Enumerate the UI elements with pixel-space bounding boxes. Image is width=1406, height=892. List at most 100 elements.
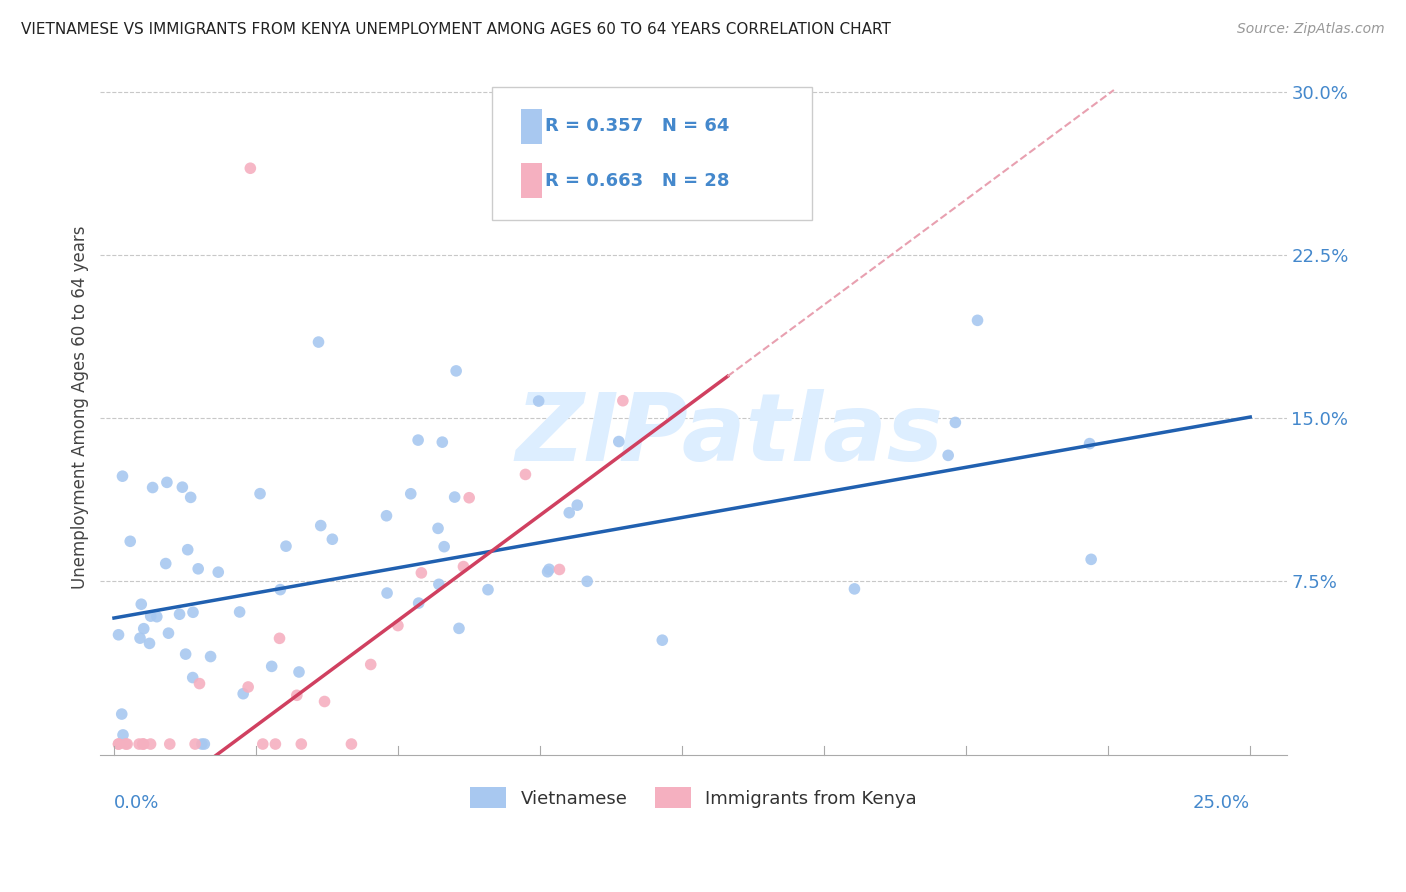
- Text: Source: ZipAtlas.com: Source: ZipAtlas.com: [1237, 22, 1385, 37]
- Point: [132, 737, 155, 751]
- Point: [169, 607, 191, 622]
- Point: [184, 737, 207, 751]
- Point: [432, 435, 454, 450]
- Point: [181, 671, 204, 685]
- Point: [159, 737, 181, 751]
- Text: 0.0%: 0.0%: [114, 794, 159, 812]
- Text: ZIPatlas: ZIPatlas: [515, 389, 943, 481]
- Point: [1080, 552, 1102, 566]
- Point: [567, 498, 589, 512]
- Point: [138, 636, 160, 650]
- Point: [443, 490, 465, 504]
- Point: [360, 657, 382, 672]
- Point: [375, 586, 398, 600]
- Point: [193, 737, 215, 751]
- Point: [155, 557, 177, 571]
- Point: [433, 540, 456, 554]
- Point: [314, 694, 336, 708]
- Point: [146, 609, 169, 624]
- Point: [128, 737, 150, 751]
- Point: [607, 434, 630, 449]
- Point: [181, 605, 204, 619]
- Point: [264, 737, 287, 751]
- Point: [527, 394, 550, 409]
- Point: [157, 626, 180, 640]
- Point: [453, 559, 475, 574]
- Legend: Vietnamese, Immigrants from Kenya: Vietnamese, Immigrants from Kenya: [463, 780, 924, 815]
- Point: [427, 577, 450, 591]
- Point: [290, 737, 312, 751]
- Point: [651, 633, 673, 648]
- Point: [111, 728, 134, 742]
- Point: [458, 491, 481, 505]
- Bar: [522, 109, 543, 144]
- Point: [115, 737, 138, 751]
- Point: [321, 533, 343, 547]
- Point: [274, 539, 297, 553]
- Point: [129, 631, 152, 645]
- Point: [172, 480, 194, 494]
- Point: [180, 491, 202, 505]
- Point: [132, 622, 155, 636]
- Point: [236, 680, 259, 694]
- Point: [548, 562, 571, 576]
- Point: [576, 574, 599, 589]
- Point: [129, 597, 152, 611]
- FancyBboxPatch shape: [492, 87, 813, 219]
- Point: [269, 632, 291, 646]
- Point: [120, 534, 142, 549]
- Point: [444, 364, 467, 378]
- Point: [558, 506, 581, 520]
- Point: [142, 481, 165, 495]
- Point: [427, 521, 450, 535]
- Point: [132, 737, 155, 751]
- Point: [1078, 436, 1101, 450]
- Point: [340, 737, 363, 751]
- Point: [107, 737, 129, 751]
- Text: 25.0%: 25.0%: [1194, 794, 1250, 812]
- Point: [966, 313, 988, 327]
- Point: [187, 562, 209, 576]
- Y-axis label: Unemployment Among Ages 60 to 64 years: Unemployment Among Ages 60 to 64 years: [72, 226, 89, 589]
- Point: [515, 467, 537, 482]
- Point: [191, 737, 214, 751]
- Point: [177, 542, 200, 557]
- Point: [207, 565, 229, 579]
- Point: [309, 518, 332, 533]
- Point: [387, 618, 409, 632]
- Point: [375, 508, 398, 523]
- Point: [249, 486, 271, 500]
- Point: [107, 737, 129, 751]
- Point: [406, 433, 429, 447]
- Point: [232, 687, 254, 701]
- Point: [174, 647, 197, 661]
- Point: [139, 737, 162, 751]
- Point: [200, 649, 222, 664]
- Point: [260, 659, 283, 673]
- Point: [111, 469, 134, 483]
- Point: [536, 565, 558, 579]
- Point: [538, 562, 561, 576]
- Point: [114, 737, 136, 751]
- Point: [252, 737, 274, 751]
- Bar: [522, 163, 543, 198]
- Text: R = 0.357   N = 64: R = 0.357 N = 64: [546, 117, 730, 136]
- Point: [269, 582, 291, 597]
- Point: [936, 448, 959, 462]
- Point: [107, 628, 129, 642]
- Point: [612, 393, 634, 408]
- Point: [945, 416, 967, 430]
- Text: R = 0.663   N = 28: R = 0.663 N = 28: [546, 171, 730, 190]
- Point: [308, 334, 330, 349]
- Point: [477, 582, 499, 597]
- Point: [139, 609, 162, 624]
- Point: [288, 665, 311, 679]
- Point: [156, 475, 179, 490]
- Point: [408, 596, 430, 610]
- Point: [285, 688, 308, 702]
- Point: [411, 566, 433, 580]
- Point: [844, 582, 866, 596]
- Point: [447, 621, 470, 635]
- Point: [188, 676, 211, 690]
- Point: [111, 707, 134, 722]
